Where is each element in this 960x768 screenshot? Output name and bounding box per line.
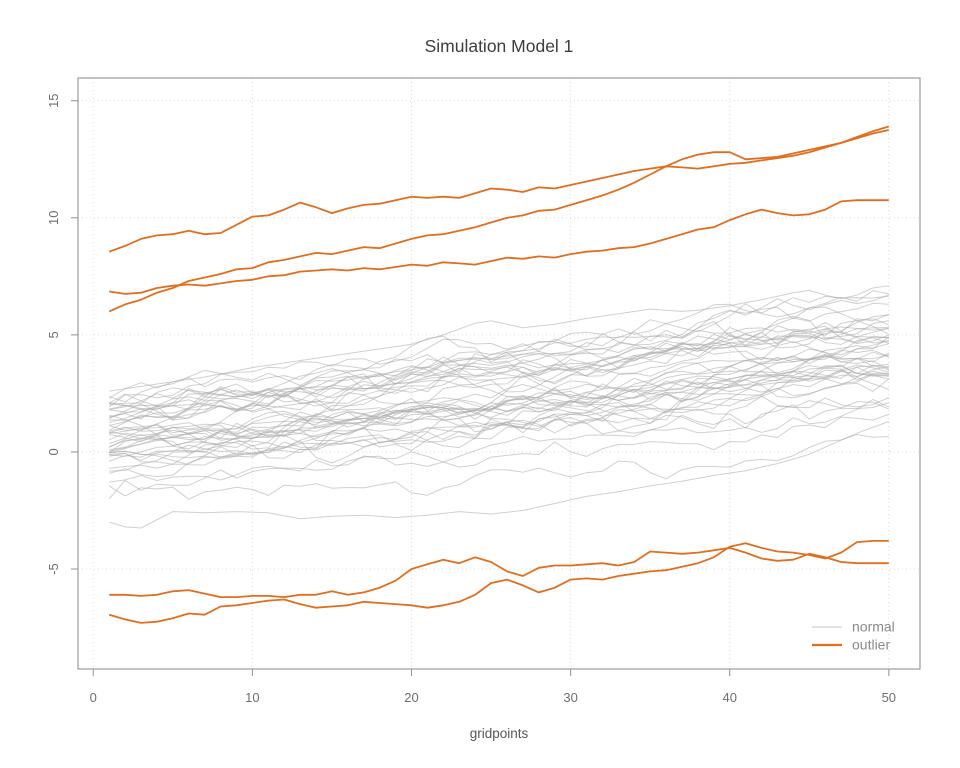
normal-line: [108, 290, 889, 408]
x-tick-label: 30: [563, 690, 577, 705]
outlier-lines: [108, 125, 890, 624]
normal-line: [109, 295, 889, 403]
normal-line: [109, 365, 889, 454]
normal-line: [109, 328, 889, 406]
outlier-top-3: [109, 199, 889, 295]
normal-line: [109, 366, 889, 460]
y-tick-label: 10: [46, 211, 61, 225]
x-tick-label: 50: [882, 690, 896, 705]
legend: normal outlier: [812, 619, 895, 653]
normal-line: [109, 330, 889, 420]
normal-edge-line: [109, 421, 889, 529]
outlier-top-2: [108, 125, 890, 313]
normal-line: [109, 320, 890, 431]
outlier-bottom-1: [109, 547, 889, 598]
normal-line: [109, 354, 889, 440]
normal-line: [109, 369, 889, 465]
normal-line: [108, 434, 889, 500]
normal-line: [109, 365, 889, 447]
y-tick-label: 5: [46, 331, 61, 338]
normal-line: [109, 399, 890, 483]
legend-label-outlier: outlier: [852, 637, 890, 653]
normal-line: [109, 364, 889, 440]
y-axis: -5 0 5 10 15: [46, 93, 78, 575]
outlier-bottom-2: [108, 540, 889, 624]
x-tick-label: 10: [245, 690, 259, 705]
normal-line: [109, 364, 889, 452]
normal-line: [109, 334, 889, 421]
chart-title: Simulation Model 1: [424, 36, 574, 56]
y-tick-label: -5: [46, 563, 61, 575]
normal-line: [109, 302, 889, 407]
normal-line: [108, 306, 889, 399]
grid: [78, 78, 920, 669]
x-axis-title: gridpoints: [469, 726, 529, 741]
x-tick-label: 20: [404, 690, 418, 705]
normal-line: [109, 315, 889, 410]
legend-label-normal: normal: [852, 619, 895, 635]
normal-line: [109, 326, 889, 419]
normal-line: [109, 373, 889, 451]
normal-line: [109, 371, 889, 478]
normal-line: [109, 400, 889, 464]
y-tick-label: 15: [46, 93, 61, 107]
normal-line: [108, 413, 889, 500]
x-axis: 0 10 20 30 40 50: [90, 669, 896, 705]
plot-border: [77, 77, 921, 670]
normal-line: [108, 314, 889, 404]
outlier-top-1: [108, 129, 889, 253]
normal-line: [109, 325, 889, 448]
y-tick-label: 0: [46, 448, 61, 455]
x-tick-label: 0: [90, 690, 97, 705]
normal-line: [109, 364, 889, 445]
normal-lines: [108, 285, 890, 529]
x-tick-label: 40: [722, 690, 736, 705]
normal-edge-line: [109, 285, 889, 392]
